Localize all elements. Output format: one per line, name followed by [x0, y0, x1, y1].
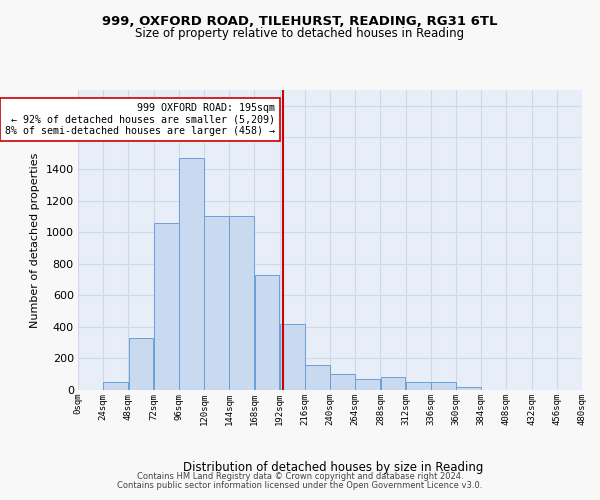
Bar	[179, 158, 204, 390]
Bar	[431, 382, 456, 390]
Bar	[330, 374, 355, 390]
Text: Contains HM Land Registry data © Crown copyright and database right 2024.: Contains HM Land Registry data © Crown c…	[137, 472, 463, 481]
Y-axis label: Number of detached properties: Number of detached properties	[30, 152, 40, 328]
Text: Size of property relative to detached houses in Reading: Size of property relative to detached ho…	[136, 27, 464, 40]
Bar	[380, 378, 406, 390]
Bar	[103, 382, 128, 390]
Bar	[355, 379, 380, 390]
Bar	[305, 364, 330, 390]
Bar	[406, 382, 431, 390]
Bar	[229, 216, 254, 390]
Bar	[254, 274, 280, 390]
Text: Contains public sector information licensed under the Open Government Licence v3: Contains public sector information licen…	[118, 481, 482, 490]
Text: 999, OXFORD ROAD, TILEHURST, READING, RG31 6TL: 999, OXFORD ROAD, TILEHURST, READING, RG…	[102, 15, 498, 28]
Bar	[456, 387, 481, 390]
Bar	[128, 338, 154, 390]
Text: 999 OXFORD ROAD: 195sqm
← 92% of detached houses are smaller (5,209)
8% of semi-: 999 OXFORD ROAD: 195sqm ← 92% of detache…	[5, 102, 275, 136]
Bar	[204, 216, 229, 390]
Bar	[280, 324, 305, 390]
Text: Distribution of detached houses by size in Reading: Distribution of detached houses by size …	[183, 461, 483, 474]
Bar	[154, 222, 179, 390]
